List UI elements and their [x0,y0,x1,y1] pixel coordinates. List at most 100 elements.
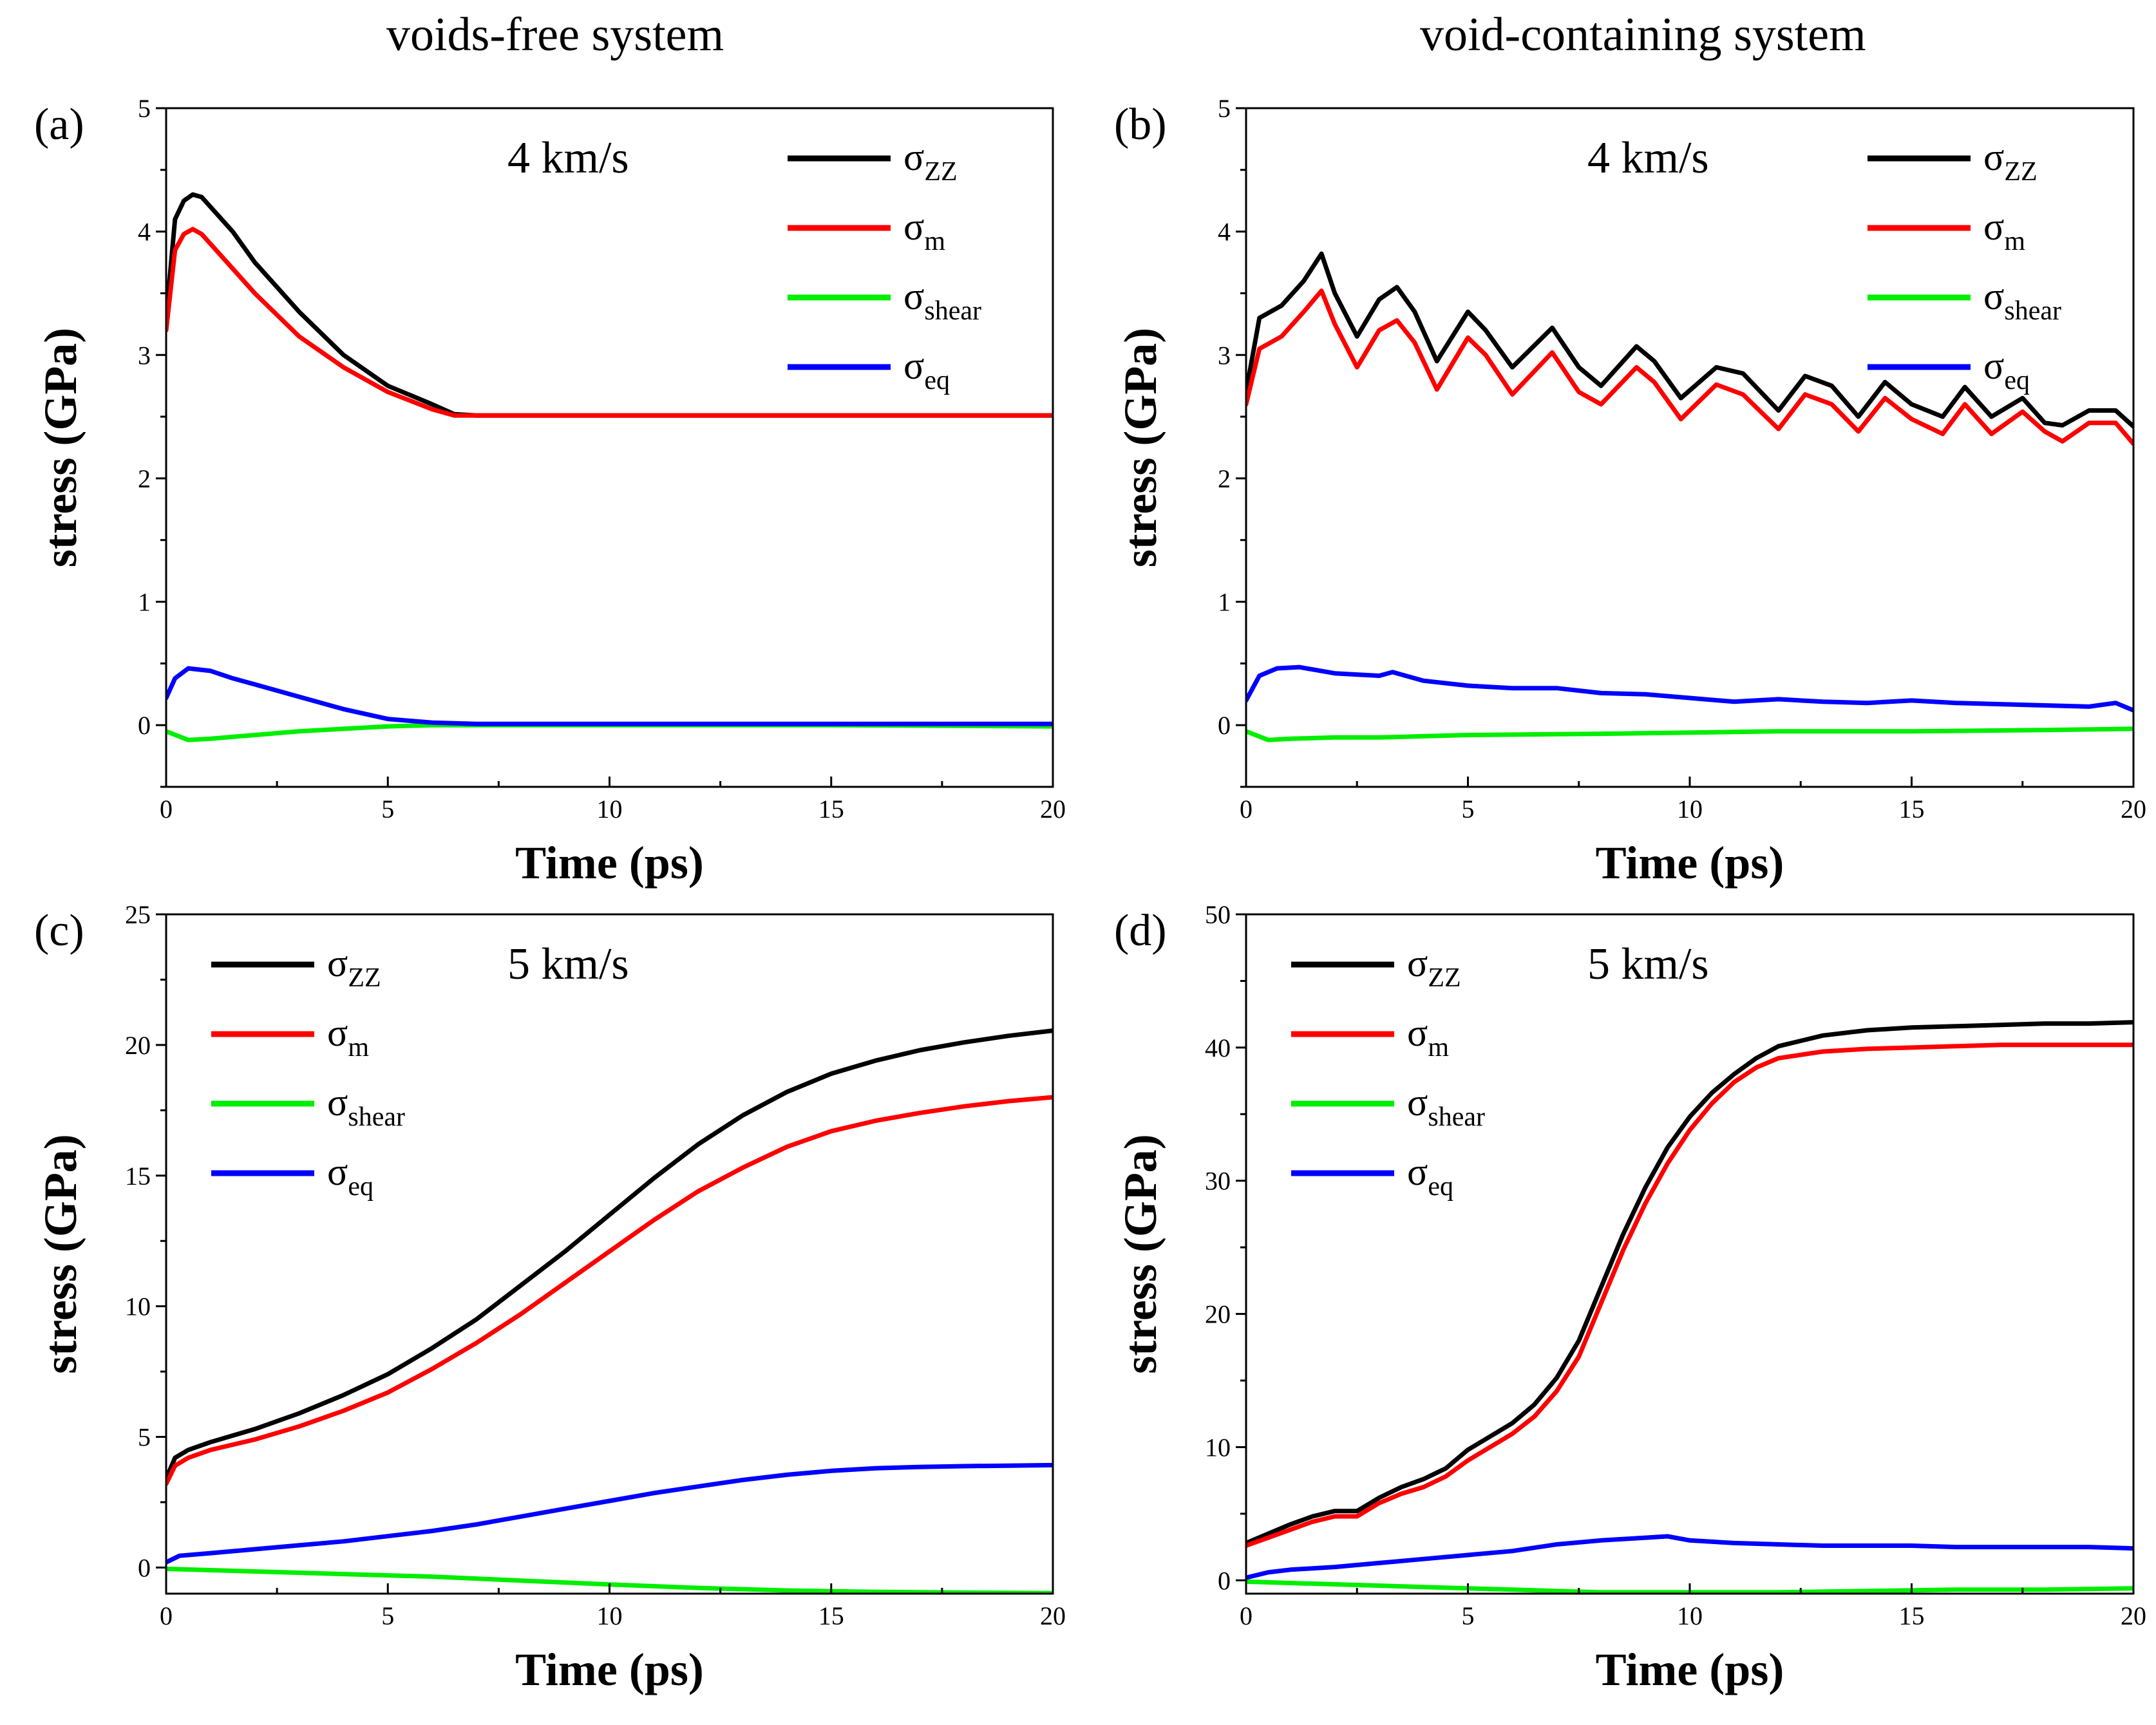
y-tick-label: 10 [125,1292,151,1321]
y-tick-label: 40 [1205,1033,1231,1062]
y-tick-label: 2 [138,464,151,493]
y-axis-label: stress (GPa) [1115,1134,1166,1374]
series-line-m [1246,1042,2133,1548]
legend-subscript: m [2004,227,2025,256]
y-tick-label: 15 [125,1162,151,1191]
legend-subscript: eq [2004,366,2030,395]
chart-panel-d: 0 5 10 15 20 0 10 20 30 40 50 Time (ps) stress (GPa)… [1114,900,2146,1695]
x-axis-label: Time (ps) [1596,837,1784,889]
x-tick-label: 10 [597,1601,623,1630]
legend-label-zz: σZZ [903,136,958,187]
legend-symbol: σ [1983,344,2004,387]
x-axis-label: Time (ps) [515,1644,704,1695]
series-line-zz [166,1028,1053,1481]
legend-symbol: σ [1407,942,1428,985]
legend-subscript: eq [348,1172,374,1202]
x-tick-label: 0 [1240,1601,1253,1630]
legend-subscript: ZZ [1428,963,1461,993]
y-tick-label: 50 [1205,900,1231,929]
legend-subscript: shear [1428,1102,1485,1132]
series-line-eq [1246,1534,2133,1580]
y-tick-label: 5 [138,1423,151,1452]
x-tick-label: 5 [381,1601,394,1630]
series-line-m [1246,288,2133,446]
legend-label-m: σm [903,205,945,256]
series-line-shear [1246,726,2133,742]
y-tick-label: 30 [1205,1167,1231,1196]
series-line-zz [1246,1020,2133,1545]
x-tick-label: 10 [1677,795,1703,824]
x-axis-label: Time (ps) [515,837,704,889]
series-line-eq [166,666,1053,726]
legend-subscript: shear [924,296,981,326]
legend-subscript: eq [924,366,950,395]
x-tick-label: 0 [160,795,173,824]
x-tick-label: 20 [1040,1601,1066,1630]
legend-subscript: shear [2004,296,2061,326]
legend-subscript: m [924,227,945,256]
x-tick-label: 5 [381,795,394,824]
legend-symbol: σ [327,942,348,985]
y-axis-label: stress (GPa) [1115,328,1166,568]
legend-subscript: ZZ [924,157,957,187]
legend-label-shear: σshear [903,275,981,326]
legend-symbol: σ [1983,275,2004,317]
y-tick-label: 0 [138,1553,151,1582]
speed-annotation: 5 km/s [507,939,629,989]
series-line-zz [1246,251,2133,429]
series-line-eq [166,1462,1053,1565]
chart-panel-c: 0 5 10 15 20 0 5 10 15 20 25 Time (ps) stress (GPa) (… [34,900,1066,1695]
y-tick-label: 0 [1218,1566,1231,1595]
y-tick-label: 0 [138,711,151,740]
y-tick-label: 20 [1205,1300,1231,1329]
series-line-eq [1246,665,2133,713]
legend-label-eq: σeq [1983,344,2030,395]
y-axis-label: stress (GPa) [35,1134,86,1374]
x-tick-label: 15 [1899,795,1925,824]
legend-symbol: σ [903,205,924,248]
y-tick-label: 3 [1218,341,1231,370]
y-tick-label: 1 [1218,588,1231,617]
legend-label-m: σm [327,1012,369,1062]
legend-symbol: σ [903,275,924,317]
legend-label-zz: σZZ [1983,136,2038,187]
legend-symbol: σ [1407,1012,1428,1054]
y-tick-label: 25 [125,900,151,929]
column-title-left: voids-free system [386,8,724,61]
legend-symbol: σ [1983,205,2004,248]
panel-label: (d) [1114,906,1167,956]
chart-panel-a: 0 5 10 15 20 0 1 2 3 4 5 Time (ps) stress (GPa) (a) 4 … [34,94,1066,889]
legend-symbol: σ [903,136,924,178]
y-tick-label: 4 [138,218,151,247]
x-tick-label: 0 [160,1601,173,1630]
series-line-m [166,227,1053,418]
legend-label-shear: σshear [327,1081,405,1132]
panel-label: (a) [34,100,84,149]
speed-annotation: 4 km/s [507,133,629,183]
x-tick-label: 5 [1462,1601,1475,1630]
y-tick-label: 5 [138,94,151,123]
y-tick-label: 10 [1205,1433,1231,1462]
y-tick-label: 2 [1218,464,1231,493]
chart-panel-b: 0 5 10 15 20 0 1 2 3 4 5 Time (ps) stress (GPa) (b) 4 … [1114,94,2146,889]
legend-symbol: σ [327,1081,348,1124]
x-tick-label: 20 [2121,1601,2146,1630]
legend-label-eq: σeq [327,1151,374,1202]
legend-subscript: ZZ [2004,157,2037,187]
legend-subscript: m [348,1033,369,1062]
y-axis-label: stress (GPa) [35,328,86,568]
y-tick-label: 0 [1218,711,1231,740]
y-tick-label: 3 [138,341,151,370]
legend-label-m: σm [1407,1012,1449,1062]
legend-symbol: σ [1407,1151,1428,1193]
legend-label-zz: σZZ [1407,942,1461,993]
series-line-shear [166,722,1053,742]
x-axis-label: Time (ps) [1596,1644,1784,1695]
y-tick-label: 1 [138,588,151,617]
legend-subscript: eq [1428,1172,1453,1202]
speed-annotation: 4 km/s [1587,133,1709,183]
legend-subscript: m [1428,1033,1449,1062]
